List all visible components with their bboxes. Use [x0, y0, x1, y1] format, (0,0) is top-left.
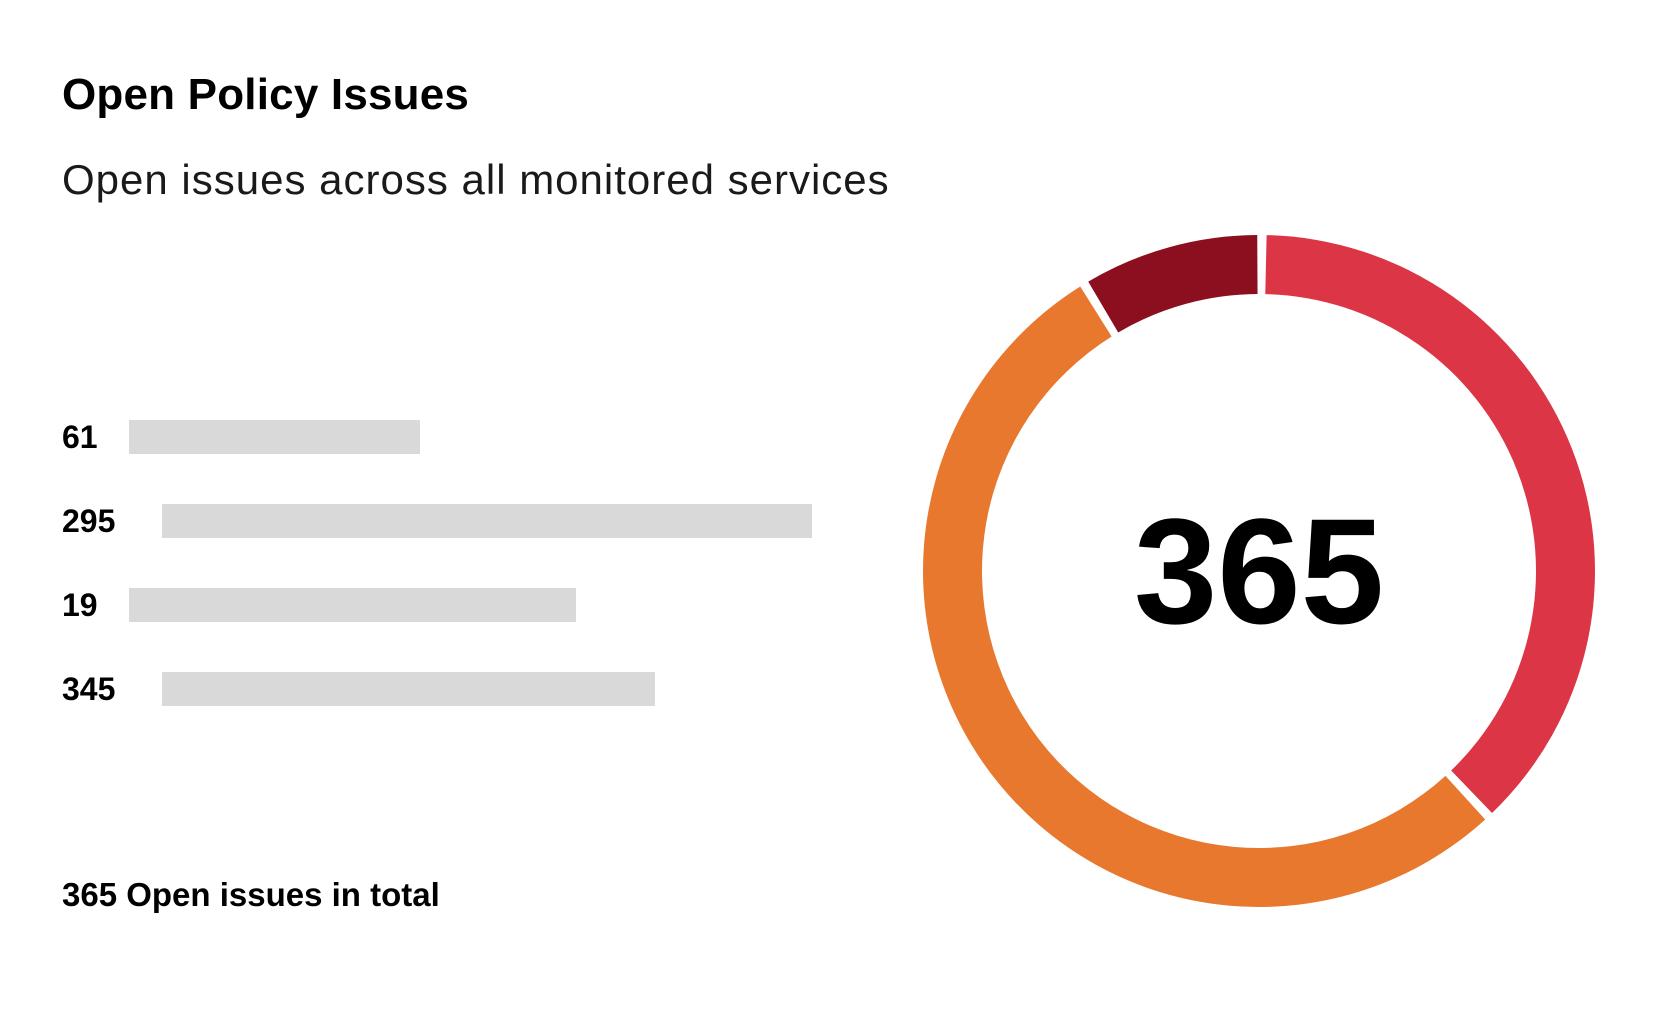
donut-slice-critical [1088, 235, 1258, 333]
total-issues-summary: 365 Open issues in total [62, 876, 440, 913]
bar-label: 61 [62, 419, 98, 455]
donut-slice-high [1265, 235, 1595, 814]
donut-center-total: 365 [1134, 487, 1384, 655]
bar-label: 19 [62, 587, 98, 623]
bar [129, 588, 576, 622]
bar [162, 504, 812, 538]
chart-subtitle: Open issues across all monitored service… [62, 156, 890, 203]
bar [129, 420, 420, 454]
bar-label: 295 [62, 503, 116, 539]
chart-title: Open Policy Issues [62, 70, 470, 119]
bar [162, 672, 655, 706]
bar-label: 345 [62, 671, 116, 707]
donut-slice-medium [923, 286, 1486, 907]
